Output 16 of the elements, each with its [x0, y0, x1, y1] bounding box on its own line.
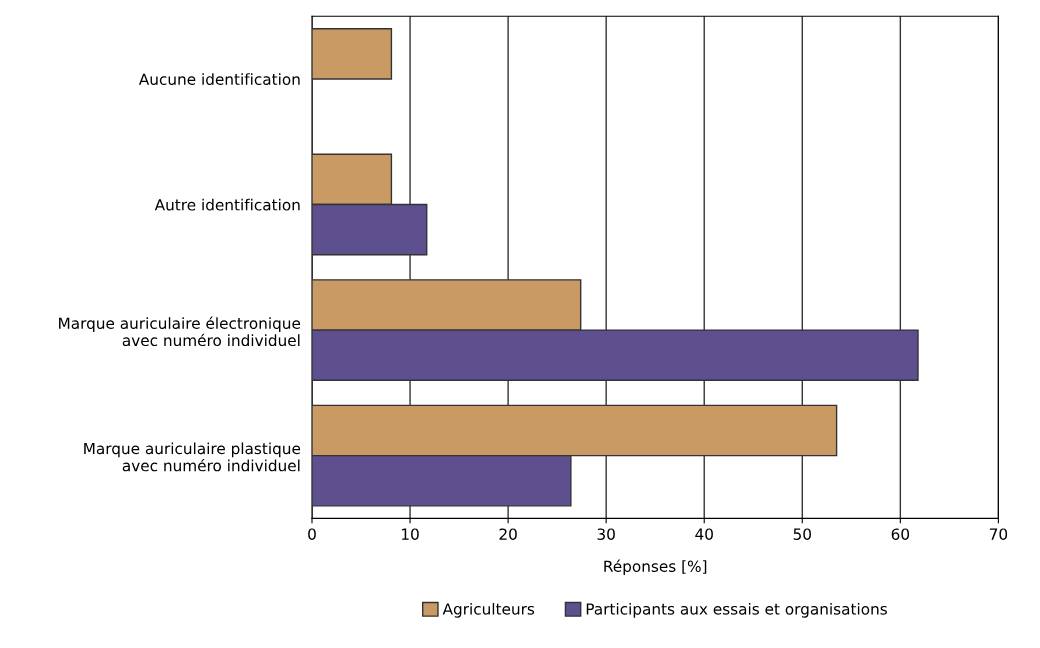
x-axis-title: Réponses [%]	[604, 559, 707, 575]
y-tick-label: Aucune identification	[138, 73, 300, 85]
x-tick-label: 10	[402, 528, 419, 540]
x-tick-label: 70	[989, 528, 1008, 540]
x-tick-label: 30	[597, 528, 615, 540]
y-tick-label: Marque auriculaire électronique avec numéro individuel	[59, 316, 301, 347]
x-tick-label: 0	[308, 528, 316, 540]
bar	[312, 28, 393, 80]
x-tick-label: 20	[499, 528, 517, 540]
y-tick-label: Autre identification	[154, 198, 300, 211]
y-tick-label: Marque auriculaire plastique avec numéro individuel	[84, 442, 301, 472]
x-tick-label: 40	[695, 528, 713, 540]
legend-label: Participants aux essais et organisations	[586, 602, 887, 618]
legend-label: Agriculteurs	[442, 602, 535, 618]
x-tick-label: 50	[793, 528, 811, 540]
x-tick-label: 60	[891, 528, 910, 540]
